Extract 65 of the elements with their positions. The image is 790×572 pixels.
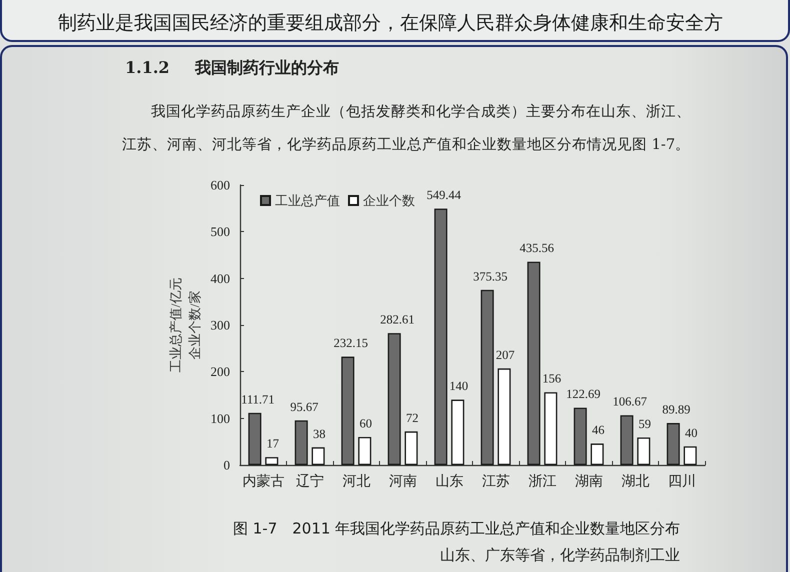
x-tick-label: 内蒙古 — [242, 474, 284, 490]
data-label: 375.35 — [473, 269, 508, 284]
bar — [684, 446, 697, 465]
x-tick-label: 湖南 — [574, 474, 603, 490]
bar — [498, 368, 511, 465]
bar — [666, 423, 680, 465]
x-tick-label: 浙江 — [528, 474, 556, 490]
x-tick-label: 山东 — [435, 474, 464, 490]
text: 山东、广东等省，化学药品制剂工业 — [440, 546, 680, 565]
data-label: 40 — [684, 426, 698, 440]
data-label: 207 — [496, 348, 515, 362]
x-tick-label: 河南 — [388, 474, 417, 490]
data-label: 435.56 — [520, 241, 554, 256]
data-label: 232.15 — [334, 336, 368, 350]
data-label: 282.61 — [380, 312, 414, 327]
data-label: 122.69 — [566, 387, 600, 402]
y-axis-title: 工业总产值/亿元企业个数/家 — [167, 276, 203, 374]
data-label: 59 — [638, 416, 651, 431]
bar — [404, 431, 418, 465]
bar — [544, 392, 558, 465]
bar — [590, 444, 604, 465]
bar — [358, 437, 372, 465]
bar — [637, 437, 650, 465]
x-tick-label: 河北 — [342, 474, 370, 490]
data-label: 140 — [449, 379, 468, 394]
x-tick-label: 四川 — [668, 474, 696, 490]
x-tick-label: 湖北 — [621, 474, 650, 490]
y-tick-label: 500 — [210, 224, 230, 240]
data-label: 38 — [312, 426, 326, 441]
data-label: 72 — [406, 410, 418, 425]
data-label: 46 — [592, 423, 604, 438]
bar — [574, 408, 587, 465]
bar — [388, 333, 401, 465]
y-tick-label: 600 — [210, 178, 230, 192]
y-tick-label: 0 — [224, 458, 230, 472]
bar — [265, 457, 278, 465]
y-tick-label: 200 — [210, 364, 230, 380]
data-label: 549.44 — [426, 188, 462, 202]
data-label: 17 — [266, 436, 279, 451]
data-label: 95.67 — [290, 400, 318, 414]
legend-label: 工业总产值 — [275, 193, 340, 208]
bar — [434, 208, 448, 465]
text: 我国化学药品原药生产企业（包括发酵类和化学合成类）主要分布在山东、浙江、江苏、河南、河北等省，化学药品原药工业总产值和企业数量地区分布情况见图 1-7。 — [122, 102, 692, 155]
data-label: 156 — [542, 372, 562, 386]
bar — [620, 415, 634, 465]
x-tick-label: 江苏 — [482, 474, 510, 490]
y-tick-label: 400 — [210, 270, 230, 286]
text: 制药业是我国国民经济的重要组成部分，在保障人民群众身体健康和生命安全方 — [58, 11, 723, 36]
bar — [312, 447, 325, 465]
text: 1.1.2 我国制药行业的分布 — [125, 58, 340, 79]
text: 图 1-7 2011 年我国化学药品原药工业总产值和企业数量地区分布 — [233, 520, 680, 538]
y-tick-label: 100 — [210, 410, 230, 426]
bar — [451, 400, 464, 465]
data-label: 111.71 — [241, 392, 275, 406]
data-label: 89.89 — [662, 402, 690, 417]
x-tick-label: 辽宁 — [296, 474, 324, 490]
data-label: 106.67 — [612, 394, 647, 409]
bar — [527, 262, 540, 465]
bar — [294, 420, 308, 465]
data-label: 60 — [359, 416, 372, 430]
bar — [480, 290, 494, 465]
legend-label: 企业个数 — [363, 193, 415, 208]
bar — [248, 412, 262, 465]
bar — [341, 356, 354, 465]
y-tick-label: 300 — [210, 318, 230, 332]
